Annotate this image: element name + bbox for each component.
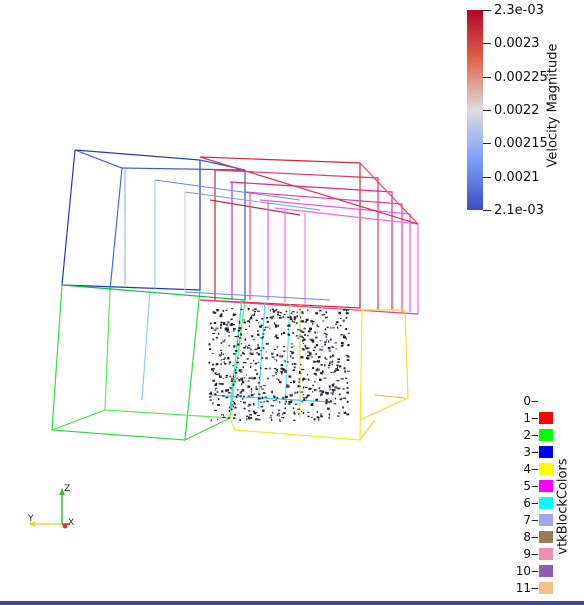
legend-tick: [532, 486, 538, 487]
legend-item-label: 10–: [515, 564, 537, 578]
legend-tick: [532, 554, 538, 555]
legend-tick: [532, 537, 538, 538]
scalar-tick: [483, 143, 491, 145]
legend-item-label: 8–: [523, 530, 537, 544]
legend-title: vtkBlockColors: [555, 458, 571, 555]
scalar-bar-title: Velocity Magnitude: [545, 43, 561, 168]
block-red-magenta: [199, 156, 419, 315]
particle-cloud: [208, 308, 351, 422]
legend-item: 9–: [505, 546, 565, 563]
legend-tick: [532, 503, 538, 504]
legend-item-label: 9–: [523, 547, 537, 561]
legend-item: 2–: [505, 427, 565, 444]
block-cyan: [209, 299, 331, 411]
scalar-tick-label: 0.0022: [494, 103, 540, 118]
axis-y-label: Y: [28, 514, 34, 524]
legend-item: 6–: [505, 495, 565, 512]
legend-tick: [532, 520, 538, 521]
block-outer-left: [51, 149, 246, 441]
scalar-bar: 2.3e-03 0.0023 0.00225 0.0022 0.00215 0.0021 2…: [465, 4, 584, 217]
legend-tick: [532, 401, 538, 402]
axis-x-label: X: [68, 518, 75, 528]
legend-swatch: [539, 582, 553, 594]
legend-tick: [532, 452, 538, 453]
legend-swatch: [539, 412, 553, 424]
legend-tick: [532, 469, 538, 470]
legend-tick: [532, 418, 538, 419]
legend-tick: [532, 571, 538, 572]
scalar-tick-label: 0.0023: [494, 36, 540, 52]
scalar-tick-label: 0.00215: [494, 136, 548, 152]
scalar-tick: [483, 76, 491, 78]
legend-item: 1–: [505, 410, 565, 427]
legend-swatch: [539, 531, 553, 543]
scalar-tick: [483, 176, 491, 178]
legend-swatch: [539, 514, 553, 526]
scalar-tick: [483, 110, 491, 111]
legend-swatch: [539, 548, 553, 560]
scalar-tick-label: 0.00225: [494, 69, 548, 85]
legend-item: 8–: [505, 529, 565, 546]
legend-swatch: [539, 429, 553, 441]
legend-item-label: 3–: [523, 445, 537, 459]
legend-item-label: 4–: [523, 462, 537, 476]
legend-item-label: 1–: [523, 411, 537, 425]
legend-item: 11–: [505, 580, 565, 597]
block-colors-legend: 0– 1– 2– 3– 4– 5– 6– 7– 8– 9– 10– 11– vtkBlockColor…: [505, 393, 584, 603]
legend-swatch: [539, 463, 553, 475]
legend-item: 5–: [505, 478, 565, 495]
axis-z-label: Z: [64, 484, 71, 494]
legend-tick: [532, 588, 538, 589]
scalar-bar-gradient: [467, 10, 483, 210]
legend-item-label: 6–: [523, 496, 537, 510]
legend-item-label: 5–: [523, 479, 537, 493]
legend-item: 3–: [505, 444, 565, 461]
legend-swatch: [539, 446, 553, 458]
legend-tick: [532, 435, 538, 436]
legend-item: 10–: [505, 563, 565, 580]
scalar-tick: [483, 43, 491, 45]
legend-swatch: [539, 497, 553, 509]
legend-swatch: [539, 565, 553, 577]
orientation-axes: Z Y X: [18, 480, 88, 540]
legend-item-label: 7–: [523, 513, 537, 527]
viewport-active-border: [0, 601, 584, 605]
scalar-tick: [483, 210, 491, 211]
scalar-tick-label: 0.0021: [494, 169, 540, 185]
legend-item: 0–: [505, 393, 565, 410]
legend-swatch: [539, 480, 553, 492]
legend-item-label: 11–: [515, 581, 537, 595]
legend-item-label: 2–: [523, 428, 537, 442]
scalar-tick-label: 2.1e-03: [494, 203, 544, 218]
block-inner-blue: [124, 168, 331, 301]
legend-item-label: 0–: [523, 394, 537, 408]
legend-item: 4–: [505, 461, 565, 478]
legend-item: 7–: [505, 512, 565, 529]
axes-glyph: [28, 488, 70, 529]
block-yellow: [229, 305, 409, 441]
scalar-tick-label: 2.3e-03: [494, 3, 544, 18]
scalar-tick: [483, 10, 491, 11]
